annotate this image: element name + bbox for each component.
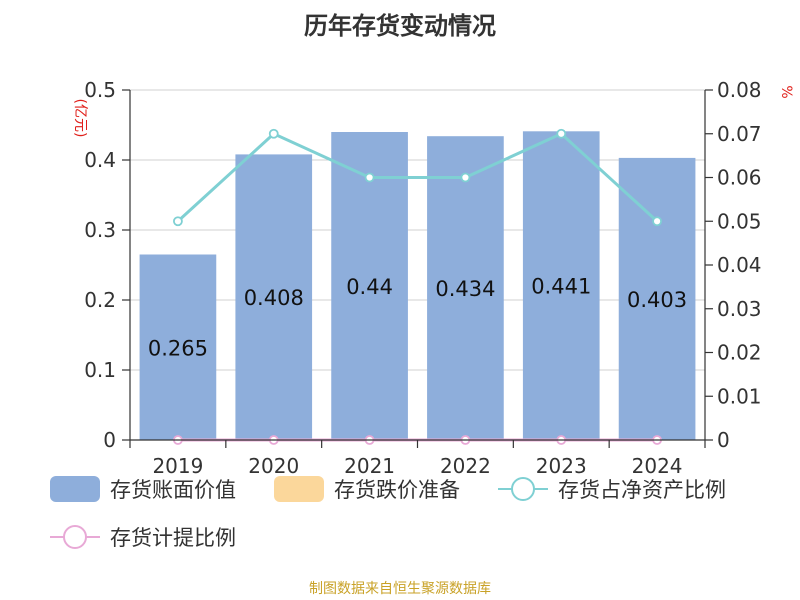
y-left-tick-label: 0.4 xyxy=(84,148,116,172)
legend-label: 存货计提比例 xyxy=(110,526,236,550)
y-left-tick-label: 0.5 xyxy=(84,78,116,102)
legend-marker xyxy=(511,477,535,501)
y-left-tick-label: 0 xyxy=(103,428,116,452)
y-right-tick-label: 0 xyxy=(717,428,730,452)
x-tick-label: 2024 xyxy=(632,454,683,478)
bar xyxy=(427,136,504,440)
bar xyxy=(618,157,696,440)
y-right-tick-label: 0.03 xyxy=(717,297,762,321)
legend-swatch xyxy=(274,476,324,502)
x-tick-label: 2023 xyxy=(536,454,587,478)
legend-label: 存货跌价准备 xyxy=(334,478,460,502)
x-tick-label: 2020 xyxy=(248,454,299,478)
axes: 0 0.1 0.2 0.3 0.4 0.5 0 0.01 0.02 0.03 0.04 0.05 0.0… xyxy=(72,78,794,478)
series-point xyxy=(173,216,183,227)
bar xyxy=(522,131,600,441)
bar-label: 0.441 xyxy=(531,275,591,299)
bar xyxy=(331,132,408,440)
y-right-tick-label: 0.08 xyxy=(717,78,762,102)
chart-title: 历年存货变动情况 xyxy=(304,12,496,40)
legend-label: 存货账面价值 xyxy=(110,478,236,502)
y-left-unit: (亿元) xyxy=(72,99,88,138)
legend-swatch xyxy=(50,476,100,502)
y-left-tick-label: 0.3 xyxy=(84,218,116,242)
series-point xyxy=(652,216,662,227)
series-point xyxy=(268,128,279,139)
y-right-tick-label: 0.07 xyxy=(717,122,762,146)
legend-label: 存货占净资产比例 xyxy=(558,478,726,502)
bar-label: 0.434 xyxy=(435,277,495,301)
bar-label: 0.408 xyxy=(244,286,304,310)
series-line xyxy=(176,131,659,223)
bar-label: 0.403 xyxy=(627,288,687,312)
bar xyxy=(139,254,217,440)
legend-marker xyxy=(63,525,87,549)
y-right-tick-label: 0.02 xyxy=(717,341,762,365)
x-tick-label: 2019 xyxy=(152,454,203,478)
bar-label: 0.265 xyxy=(148,336,208,360)
bar-label: 0.44 xyxy=(346,275,393,299)
bar xyxy=(235,154,313,440)
source-note: 制图数据来自恒生聚源数据库 xyxy=(309,581,491,597)
y-right-tick-label: 0.04 xyxy=(717,253,762,277)
y-right-tick-label: 0.05 xyxy=(717,209,762,233)
series-point xyxy=(460,172,471,183)
y-right-unit: % xyxy=(778,85,794,98)
y-right-tick-label: 0.01 xyxy=(717,384,762,408)
x-tick-label: 2021 xyxy=(344,454,395,478)
bar-series xyxy=(139,131,696,441)
series-point xyxy=(556,128,567,139)
x-tick-label: 2022 xyxy=(440,454,491,478)
bar-labels: 0.265 0.408 0.44 0.434 0.441 0.403 xyxy=(148,275,687,361)
y-right-tick-label: 0.06 xyxy=(717,166,762,190)
y-left-tick-label: 0.2 xyxy=(84,288,116,312)
y-left-tick-label: 0.1 xyxy=(84,358,116,382)
series-point xyxy=(364,172,375,183)
